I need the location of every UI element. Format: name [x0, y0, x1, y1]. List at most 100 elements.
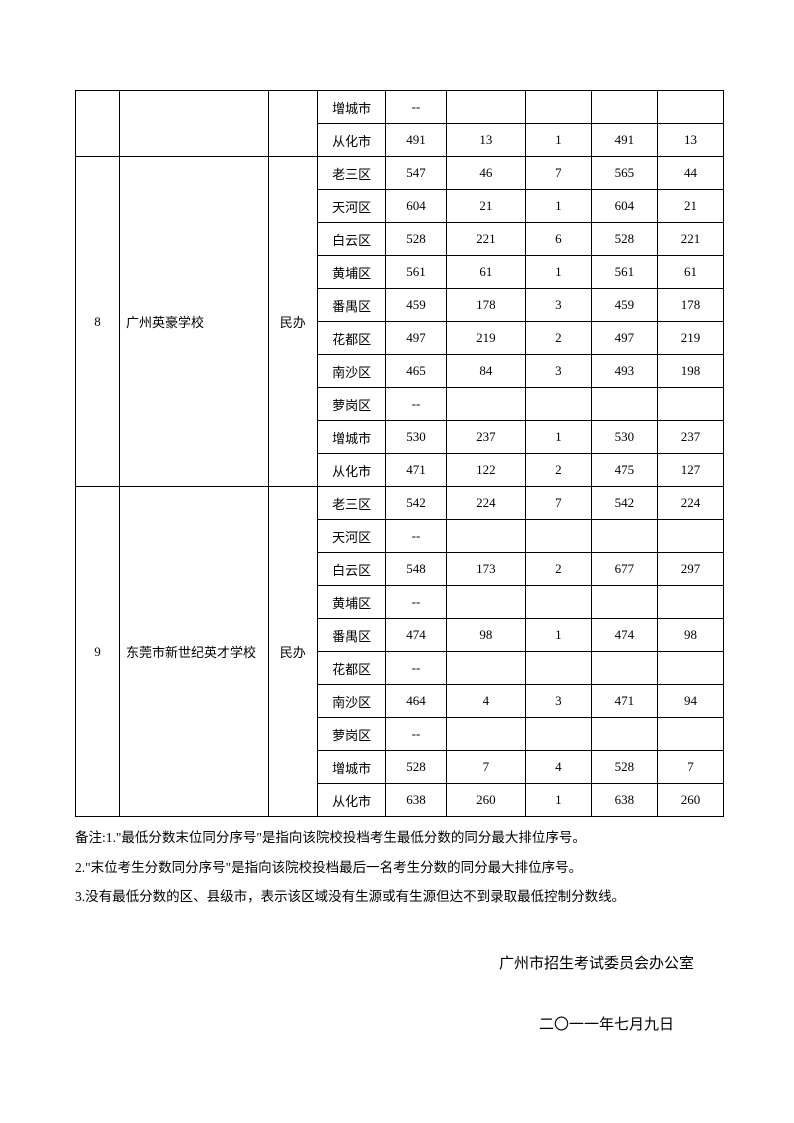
table-cell: 224	[657, 487, 723, 520]
table-cell: 528	[591, 751, 657, 784]
table-cell: 增城市	[318, 751, 386, 784]
table-cell: 天河区	[318, 190, 386, 223]
table-cell: 从化市	[318, 124, 386, 157]
table-cell: 638	[591, 784, 657, 817]
table-cell: 221	[446, 223, 525, 256]
table-cell: 528	[591, 223, 657, 256]
table-cell	[591, 520, 657, 553]
table-cell	[525, 388, 591, 421]
table-cell: 497	[591, 322, 657, 355]
table-cell: 老三区	[318, 487, 386, 520]
table-cell	[525, 652, 591, 685]
table-cell: 13	[446, 124, 525, 157]
table-cell: 122	[446, 454, 525, 487]
table-cell: 604	[386, 190, 447, 223]
table-cell: 增城市	[318, 91, 386, 124]
table-cell: 219	[446, 322, 525, 355]
table-cell	[657, 652, 723, 685]
table-cell: 565	[591, 157, 657, 190]
table-cell: 542	[386, 487, 447, 520]
table-cell: 东莞市新世纪英才学校	[120, 487, 269, 817]
table-cell: 3	[525, 355, 591, 388]
table-cell: --	[386, 652, 447, 685]
table-cell: 61	[657, 256, 723, 289]
table-cell: 21	[657, 190, 723, 223]
table-cell: --	[386, 718, 447, 751]
table-cell: 542	[591, 487, 657, 520]
table-cell: 84	[446, 355, 525, 388]
table-cell: --	[386, 388, 447, 421]
table-cell: 7	[525, 157, 591, 190]
table-cell: 2	[525, 454, 591, 487]
table-cell: 173	[446, 553, 525, 586]
table-cell: 548	[386, 553, 447, 586]
table-cell: 297	[657, 553, 723, 586]
table-cell: 花都区	[318, 322, 386, 355]
table-cell: 237	[446, 421, 525, 454]
table-cell	[268, 91, 318, 157]
table-cell: 南沙区	[318, 355, 386, 388]
table-cell: 260	[446, 784, 525, 817]
table-cell: 广州英豪学校	[120, 157, 269, 487]
table-cell: 475	[591, 454, 657, 487]
table-cell: 3	[525, 685, 591, 718]
table-cell	[591, 388, 657, 421]
table-cell: 7	[657, 751, 723, 784]
table-cell: 1	[525, 190, 591, 223]
score-table: 增城市--从化市491131491138广州英豪学校民办老三区547467565…	[75, 90, 724, 817]
table-cell: 198	[657, 355, 723, 388]
table-cell: 474	[386, 619, 447, 652]
note-3: 3.没有最低分数的区、县级市，表示该区域没有生源或有生源但达不到录取最低控制分数…	[75, 882, 724, 912]
table-cell: 8	[76, 157, 120, 487]
table-cell: 1	[525, 784, 591, 817]
table-cell: 491	[591, 124, 657, 157]
table-cell: 459	[591, 289, 657, 322]
table-cell	[657, 718, 723, 751]
table-cell: 497	[386, 322, 447, 355]
table-cell: 2	[525, 553, 591, 586]
table-cell	[525, 520, 591, 553]
table-cell: 471	[386, 454, 447, 487]
table-cell: 465	[386, 355, 447, 388]
table-cell	[591, 586, 657, 619]
table-cell: 增城市	[318, 421, 386, 454]
table-cell	[120, 91, 269, 157]
note-2: 2."末位考生分数同分序号"是指向该院校投档最后一名考生分数的同分最大排位序号。	[75, 853, 724, 883]
table-cell	[657, 91, 723, 124]
table-cell: 178	[657, 289, 723, 322]
table-cell: 7	[525, 487, 591, 520]
table-cell: 民办	[268, 487, 318, 817]
table-cell: 677	[591, 553, 657, 586]
table-cell: 61	[446, 256, 525, 289]
table-cell	[76, 91, 120, 157]
table-cell: 98	[446, 619, 525, 652]
table-cell: 民办	[268, 157, 318, 487]
table-cell: 237	[657, 421, 723, 454]
table-cell: 561	[591, 256, 657, 289]
table-cell	[525, 718, 591, 751]
table-cell: 464	[386, 685, 447, 718]
table-cell: 老三区	[318, 157, 386, 190]
table-cell: 219	[657, 322, 723, 355]
table-cell: 221	[657, 223, 723, 256]
table-cell: 638	[386, 784, 447, 817]
table-cell: 178	[446, 289, 525, 322]
table-cell: 白云区	[318, 553, 386, 586]
table-cell	[446, 388, 525, 421]
table-cell: 547	[386, 157, 447, 190]
table-cell	[446, 652, 525, 685]
table-cell: 13	[657, 124, 723, 157]
table-cell: 604	[591, 190, 657, 223]
table-cell	[446, 520, 525, 553]
table-cell	[446, 91, 525, 124]
table-cell: 黄埔区	[318, 586, 386, 619]
table-cell: 530	[591, 421, 657, 454]
table-row: 8广州英豪学校民办老三区54746756544	[76, 157, 724, 190]
table-cell: 21	[446, 190, 525, 223]
note-1: 备注:1."最低分数末位同分序号"是指向该院校投档考生最低分数的同分最大排位序号…	[75, 823, 724, 853]
table-cell: 530	[386, 421, 447, 454]
table-cell: 从化市	[318, 784, 386, 817]
table-cell: 260	[657, 784, 723, 817]
table-cell	[525, 586, 591, 619]
table-cell: 4	[446, 685, 525, 718]
